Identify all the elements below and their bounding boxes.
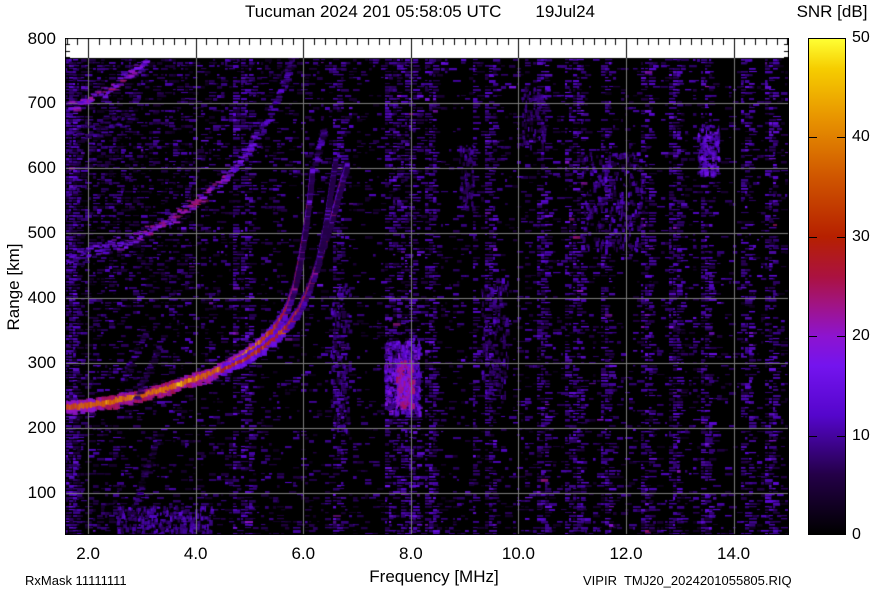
colorbar-tick-label: 0 [852,526,861,543]
title-station-time: Tucuman 2024 201 05:58:05 UTC [245,2,502,21]
title-date: 19Jul24 [535,2,595,21]
colorbar-tick-label: 40 [852,128,870,146]
colorbar-tick [837,336,845,338]
colorbar-title: SNR [dB] [796,2,868,21]
colorbar-tick [809,435,817,437]
y-tick-label: 700 [27,93,56,113]
x-axis-label: Frequency [MHz] [369,567,499,586]
snr-colorbar [808,38,846,535]
x-tick-label: 4.0 [183,544,208,563]
page-title: Tucuman 2024 201 05:58:05 UTC 19Jul24 [0,2,840,22]
colorbar-tick-label: 30 [852,227,870,245]
x-tick-label: 8.0 [399,544,423,563]
y-tick-label: 300 [27,353,56,373]
colorbar-tick [809,137,817,139]
colorbar-tick-label: 10 [852,426,870,444]
colorbar-tick [809,236,817,238]
x-tick-label: 12.0 [609,544,643,563]
y-tick-label: 400 [27,288,56,308]
y-tick-label: 500 [27,223,56,243]
y-tick-label: 600 [27,158,56,178]
colorbar-tick [837,435,845,437]
x-tick-label: 14.0 [717,544,751,563]
colorbar-tick-label: 50 [852,29,870,46]
y-tick-label: 100 [27,483,56,503]
colorbar-tick [837,236,845,238]
ionogram-heatmap [65,38,789,535]
footer-rxmask: RxMask 11111111 [25,573,127,588]
footer-file-id: VIPIR TMJ20_2024201055805.RIQ [583,573,792,588]
x-tick-label: 6.0 [291,544,316,563]
y-tick-label: 200 [27,418,56,438]
x-tick-label: 10.0 [501,544,535,563]
colorbar-tick [809,336,817,338]
y-tick-label: 800 [27,28,56,48]
colorbar-tick [837,137,845,139]
colorbar-tick-label: 20 [852,327,870,345]
y-axis-label: Range [km] [4,243,23,331]
x-tick-label: 2.0 [76,544,100,563]
